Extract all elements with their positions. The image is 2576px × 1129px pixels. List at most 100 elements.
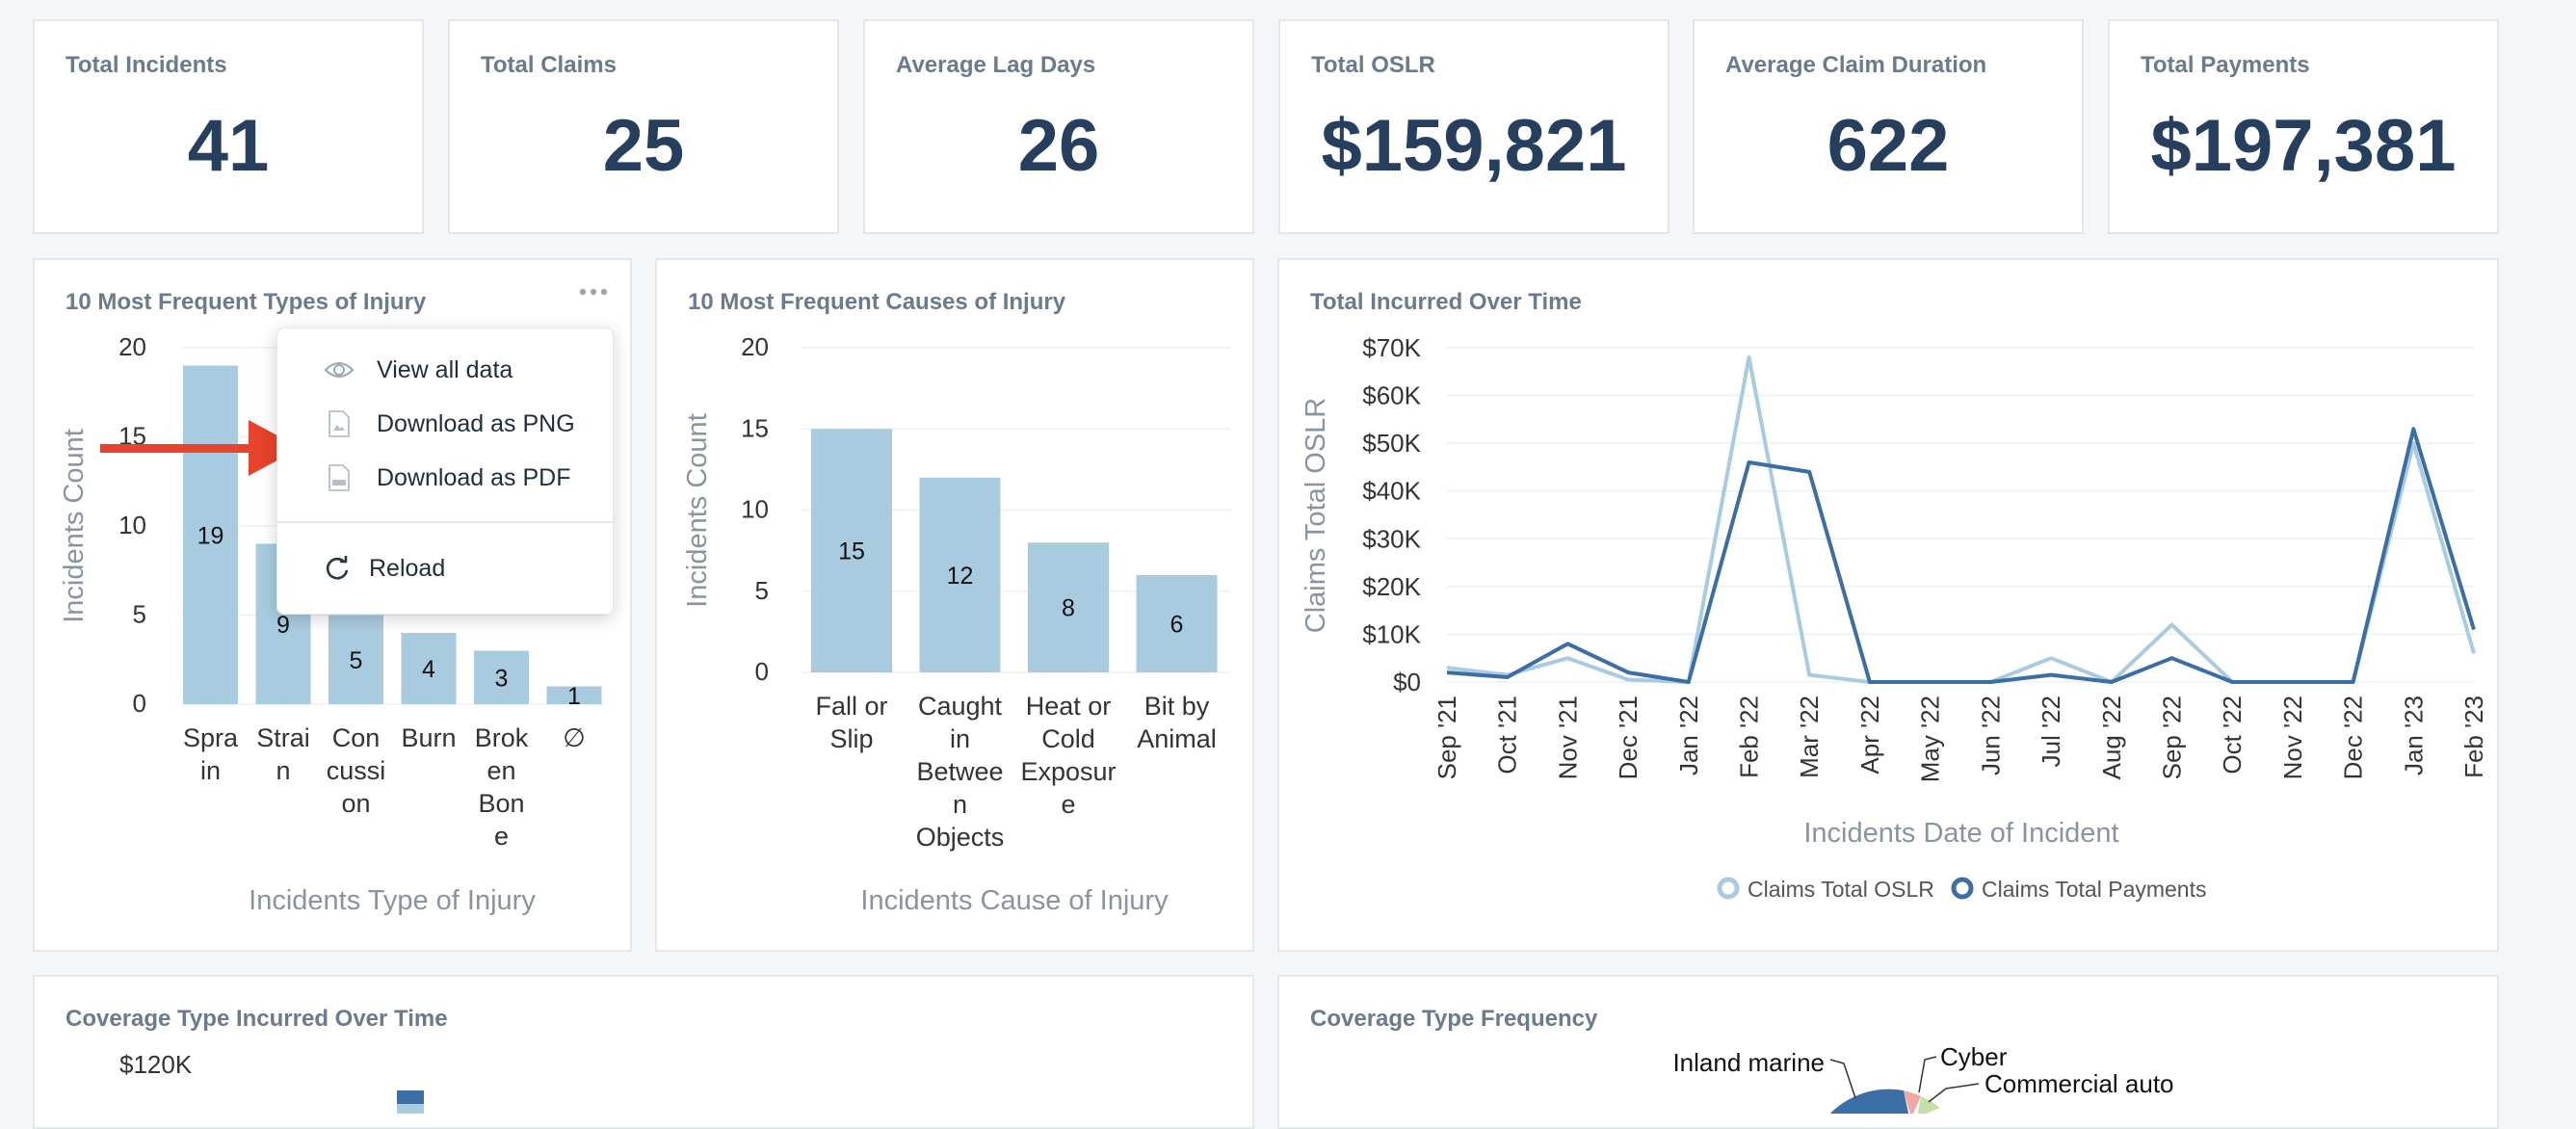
kpi-card-total-oslr: Total OSLR $159,821 bbox=[1278, 19, 1669, 234]
x-tick-label: n bbox=[953, 790, 967, 819]
menu-divider bbox=[277, 521, 613, 523]
chart-context-menu: View all data Download as PNG Download a… bbox=[276, 328, 614, 615]
x-tick-label: e bbox=[1061, 790, 1075, 819]
bar-value-label: 1 bbox=[567, 683, 581, 710]
kpi-title: Total Claims bbox=[481, 52, 617, 78]
bar-value-label: 15 bbox=[838, 538, 865, 565]
legend-label: Claims Total Payments bbox=[1982, 877, 2207, 902]
kpi-title: Total Payments bbox=[2141, 52, 2310, 78]
x-axis-label: Incidents Date of Incident bbox=[1803, 818, 2118, 849]
x-tick-label: n bbox=[276, 756, 290, 785]
x-tick-label: Jan '23 bbox=[2399, 696, 2428, 775]
x-tick-label: Nov '22 bbox=[2278, 696, 2307, 779]
x-tick-label: Cold bbox=[1041, 724, 1095, 753]
bar-value-label: 8 bbox=[1062, 595, 1075, 622]
eye-icon bbox=[323, 354, 355, 386]
menu-item-download-pdf[interactable]: Download as PDF bbox=[276, 453, 614, 503]
menu-item-view-all-data[interactable]: View all data bbox=[276, 345, 614, 395]
kpi-card-total-payments: Total Payments $197,381 bbox=[2108, 19, 2499, 234]
x-tick-label: Oct '22 bbox=[2218, 696, 2247, 775]
x-tick-label: Spra bbox=[183, 723, 239, 752]
more-options-icon[interactable] bbox=[578, 285, 609, 297]
y-tick-label: $40K bbox=[1362, 477, 1421, 506]
x-tick-label: Exposur bbox=[1020, 757, 1116, 786]
x-tick-label: Mar '22 bbox=[1795, 696, 1824, 778]
pie-label: Commercial auto bbox=[1985, 1069, 2174, 1098]
x-tick-label: Apr '22 bbox=[1855, 696, 1884, 775]
x-tick-label: Slip bbox=[829, 724, 873, 753]
pie-label: Inland marine bbox=[1672, 1048, 1825, 1077]
x-tick-label: Betwee bbox=[916, 757, 1003, 786]
y-tick-label: 20 bbox=[118, 332, 146, 361]
pie-leader-line bbox=[1928, 1083, 1980, 1103]
bar bbox=[1028, 542, 1109, 672]
x-tick-label: Strai bbox=[256, 723, 310, 752]
x-tick-label: Burn bbox=[401, 723, 456, 752]
x-tick-label: e bbox=[494, 822, 509, 851]
x-tick-label: cussi bbox=[327, 756, 386, 785]
bar-value-label: 3 bbox=[495, 665, 509, 692]
pdf-file-icon bbox=[323, 461, 355, 494]
annotation-arrow bbox=[100, 420, 301, 476]
bar-value-label: 9 bbox=[276, 612, 290, 639]
x-tick-label: en bbox=[486, 756, 515, 785]
menu-item-label: View all data bbox=[377, 355, 513, 383]
bar bbox=[546, 686, 602, 704]
menu-item-label: Download as PDF bbox=[377, 463, 571, 491]
pie-label: Cyber bbox=[1940, 1042, 2008, 1071]
bar bbox=[401, 633, 457, 704]
y-tick-label: $10K bbox=[1362, 619, 1421, 648]
y-tick-label: $50K bbox=[1362, 429, 1421, 458]
chart-title: Coverage Type Frequency bbox=[1310, 1006, 1598, 1032]
kpi-value: 26 bbox=[1017, 105, 1100, 187]
y-tick-label: $70K bbox=[1362, 333, 1421, 362]
y-tick-label: 10 bbox=[118, 511, 146, 539]
y-axis-label: Incidents Count bbox=[59, 429, 90, 623]
series-line bbox=[1446, 427, 2476, 684]
x-tick-label: Fall or bbox=[815, 692, 887, 721]
kpi-card-average-lag-days: Average Lag Days 26 bbox=[863, 19, 1254, 234]
series-line bbox=[1446, 354, 2476, 684]
y-tick-label: $60K bbox=[1362, 381, 1421, 410]
menu-item-download-png[interactable]: Download as PNG bbox=[276, 399, 614, 449]
x-tick-label: Dec '21 bbox=[1614, 696, 1643, 779]
y-axis-label: Claims Total OSLR bbox=[1301, 398, 1331, 633]
chart-title: 10 Most Frequent Causes of Injury bbox=[688, 289, 1066, 315]
y-tick-label: $20K bbox=[1362, 572, 1421, 601]
x-tick-label: Nov '21 bbox=[1553, 696, 1582, 779]
bar bbox=[811, 429, 892, 672]
x-tick-label: Feb '23 bbox=[2459, 696, 2488, 778]
pie-slice bbox=[1829, 1089, 1909, 1114]
kpi-title: Total OSLR bbox=[1311, 52, 1435, 78]
menu-item-reload[interactable]: Reload bbox=[276, 543, 614, 593]
kpi-value: 622 bbox=[1827, 105, 1950, 187]
y-axis-label: Incidents Count bbox=[682, 413, 713, 608]
x-tick-label: in bbox=[950, 724, 970, 753]
bar bbox=[397, 1104, 424, 1114]
bar-value-label: 12 bbox=[947, 563, 974, 590]
chart-title: 10 Most Frequent Types of Injury bbox=[66, 289, 427, 315]
x-tick-label: Oct '21 bbox=[1493, 696, 1522, 775]
kpi-value: 25 bbox=[602, 105, 685, 187]
x-tick-label: Caught bbox=[918, 692, 1003, 721]
x-tick-label: in bbox=[200, 756, 221, 785]
y-tick-label: 0 bbox=[133, 689, 146, 718]
chart-panel-coverage-incurred: Coverage Type Incurred Over Time bbox=[33, 975, 1254, 1129]
y-tick-label: 5 bbox=[755, 576, 769, 605]
menu-item-label: Download as PNG bbox=[377, 409, 575, 437]
pie-leader-line bbox=[1829, 1059, 1856, 1099]
x-tick-label: Bon bbox=[478, 789, 524, 818]
chart-title: Total Incurred Over Time bbox=[1310, 289, 1582, 315]
y-tick-label: 10 bbox=[741, 495, 769, 524]
bar bbox=[919, 477, 1001, 672]
x-tick-label: Sep '21 bbox=[1433, 696, 1461, 779]
kpi-title: Total Incidents bbox=[66, 52, 227, 78]
kpi-value: 41 bbox=[187, 105, 270, 187]
y-tick-label: $0 bbox=[1393, 668, 1421, 696]
x-tick-label: Animal bbox=[1137, 724, 1217, 753]
x-tick-label: on bbox=[341, 789, 370, 818]
chart-title: Coverage Type Incurred Over Time bbox=[66, 1006, 448, 1032]
pie-slice bbox=[1917, 1096, 1940, 1114]
bar-value-label: 19 bbox=[197, 522, 224, 549]
chart-panel-total-incurred: Total Incurred Over Time bbox=[1277, 258, 2499, 952]
